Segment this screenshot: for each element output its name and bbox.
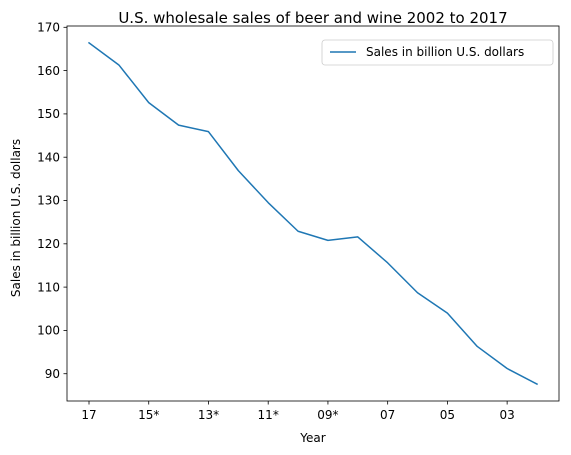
x-tick-label: 11*: [258, 408, 279, 422]
x-tick-label: 05: [440, 408, 455, 422]
legend-label: Sales in billion U.S. dollars: [366, 45, 524, 59]
series-line: [87, 41, 539, 386]
x-axis-ticks: 17 15* 13* 11* 09* 07 05 03: [81, 401, 515, 422]
legend: Sales in billion U.S. dollars: [321, 39, 554, 66]
y-tick-label: 100: [37, 324, 60, 338]
plot-frame: [66, 25, 560, 402]
x-tick-label: 09*: [317, 408, 338, 422]
x-tick-label: 03: [499, 408, 514, 422]
y-tick-label: 160: [37, 64, 60, 78]
x-tick-label: 17: [81, 408, 96, 422]
chart-title: U.S. wholesale sales of beer and wine 20…: [118, 9, 507, 27]
x-tick-label: 13*: [198, 408, 219, 422]
y-tick-label: 90: [45, 367, 60, 381]
y-tick-label: 120: [37, 237, 60, 251]
y-axis-ticks: 90 100 110 120 130 140 150 160 170: [37, 20, 67, 381]
y-tick-label: 140: [37, 150, 60, 164]
y-axis-label: Sales in billion U.S. dollars: [9, 139, 23, 297]
y-tick-label: 150: [37, 107, 60, 121]
y-tick-label: 110: [37, 280, 60, 294]
x-tick-label: 15*: [138, 408, 159, 422]
y-tick-label: 130: [37, 194, 60, 208]
legend-box: [321, 39, 554, 66]
x-axis-label: Year: [299, 431, 325, 445]
y-tick-label: 170: [37, 20, 60, 34]
x-tick-label: 07: [380, 408, 395, 422]
